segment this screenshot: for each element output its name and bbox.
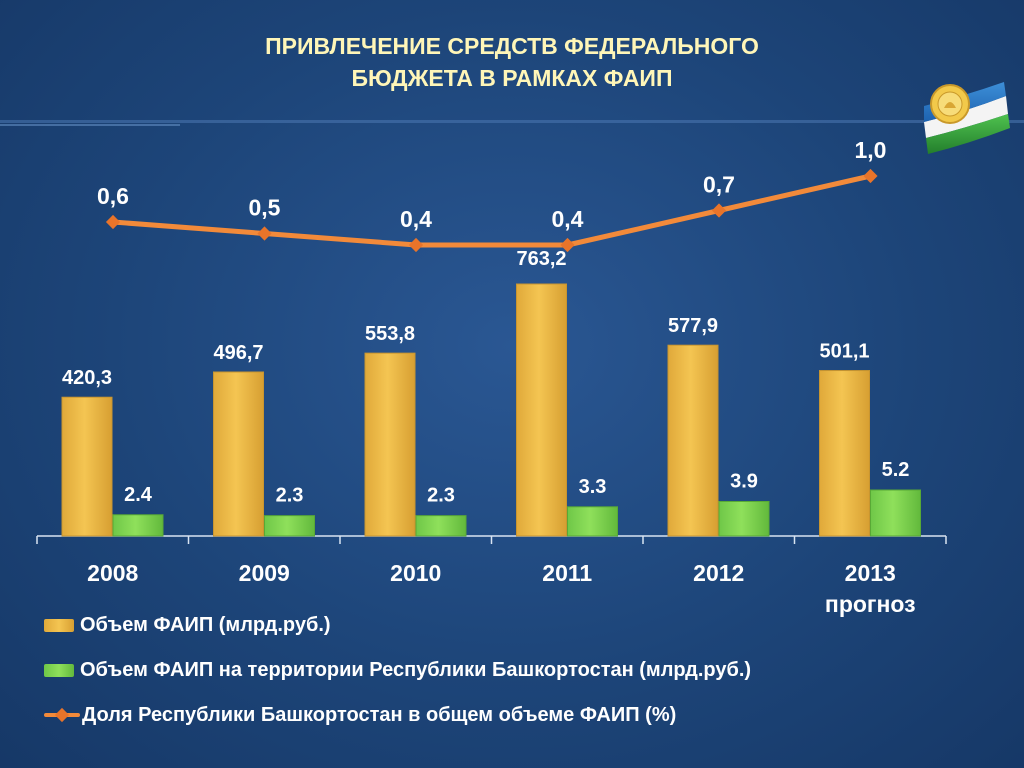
chart-title-line-1: ПРИВЛЕЧЕНИЕ СРЕДСТВ ФЕДЕРАЛЬНОГО [265,33,759,59]
data-label-regional: 3.9 [730,471,758,493]
x-tick-sublabel: прогноз [825,591,916,617]
data-label-regional: 5.2 [882,459,910,481]
data-label-share: 0,7 [703,172,735,198]
legend-item-regional: Объем ФАИП на территории Республики Башк… [44,656,751,684]
legend-label-total: Объем ФАИП (млрд.руб.) [80,613,331,636]
legend-swatch-regional [44,663,74,677]
series-line-share [110,173,873,248]
line-point-share [408,237,424,253]
header-stripe [0,120,1024,126]
data-label-regional: 3.3 [579,476,607,498]
data-label-share: 1,0 [855,137,887,163]
data-label-regional: 2.3 [427,485,455,507]
bar-total [667,344,719,537]
chart-title-line-2: БЮДЖЕТА В РАМКАХ ФАИП [351,65,673,91]
data-label-total: 553,8 [365,323,415,345]
bar-total [819,370,870,537]
bar-regional [415,515,467,537]
bar-regional [567,506,618,537]
bar-total [364,352,416,537]
line-point-share [863,168,878,184]
bar-regional [264,515,315,537]
data-label-total: 501,1 [819,341,869,363]
x-tick-label: 2013 [845,560,896,586]
data-label-total: 577,9 [668,315,718,337]
legend-item-share: Доля Республики Башкортостан в общем объ… [44,701,676,729]
bar-regional [870,489,921,537]
bar-regional [112,514,164,537]
legend-marker-share [44,707,80,723]
bar-total [213,371,264,537]
legend-swatch-total [44,618,74,632]
x-tick-label: 2010 [390,560,441,586]
data-label-share: 0,5 [249,195,281,221]
data-label-share: 0,4 [552,206,584,232]
line-point-share [560,237,575,253]
data-label-regional: 2.4 [124,484,153,506]
bar-total [61,396,113,537]
bashkortostan-flag-emblem-icon [924,82,1010,154]
legend-item-total: Объем ФАИП (млрд.руб.) [44,611,331,639]
bar-total [516,283,567,537]
data-label-share: 0,4 [400,206,432,232]
data-label-total: 496,7 [213,342,263,364]
x-tick-label: 2009 [239,560,290,586]
x-tick-label: 2012 [693,560,744,586]
bar-regional [718,501,770,537]
x-tick-label: 2008 [87,560,138,586]
data-label-total: 420,3 [62,367,112,389]
line-point-share [105,214,121,230]
legend-label-regional: Объем ФАИП на территории Республики Башк… [80,658,752,681]
legend-label-share: Доля Республики Башкортостан в общем объ… [82,703,677,726]
data-label-regional: 2.3 [276,485,304,507]
x-tick-label: 2011 [542,560,592,586]
data-label-total: 763,2 [516,248,566,270]
data-label-share: 0,6 [97,183,129,209]
line-point-share [711,203,727,218]
line-point-share [257,226,272,241]
